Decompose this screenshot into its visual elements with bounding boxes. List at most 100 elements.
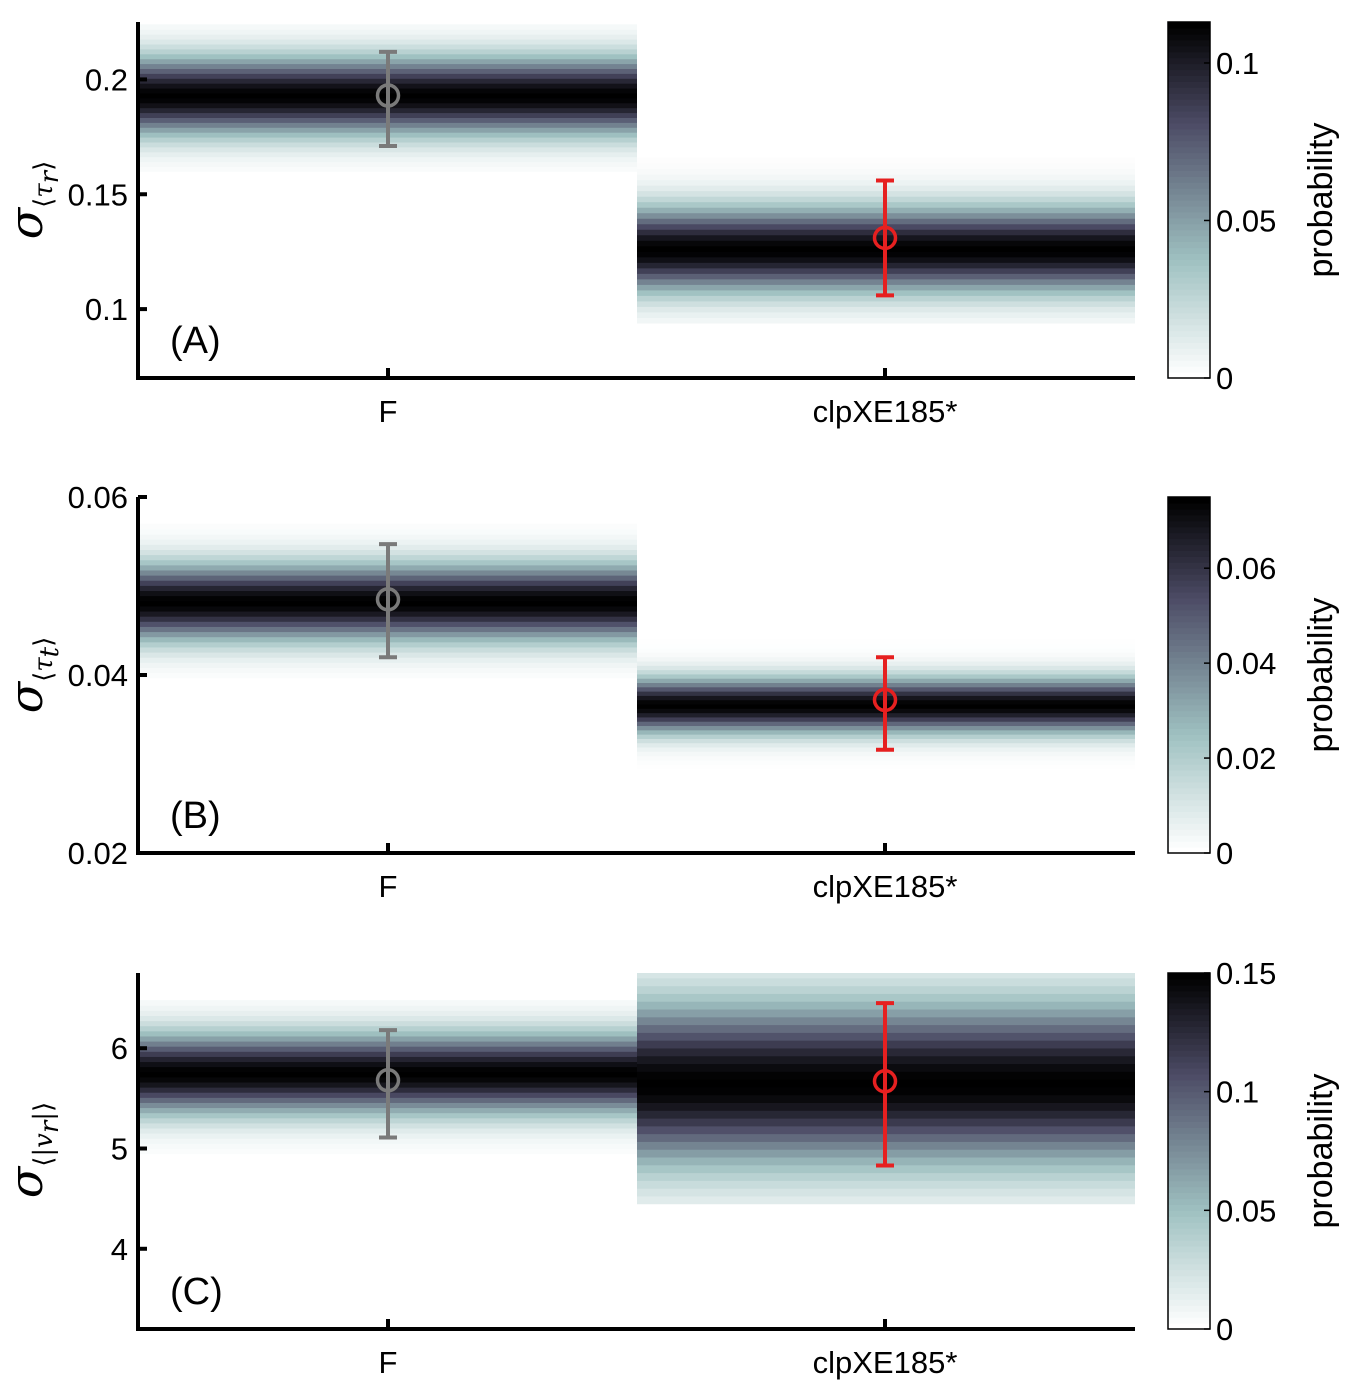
colorbar-tick-label: 0.05 <box>1216 203 1276 238</box>
colorbar-frame <box>1167 972 1211 1330</box>
colorbar-segment <box>1168 657 1210 664</box>
heatmap-band <box>138 533 637 540</box>
colorbar-segment <box>1168 1002 1210 1010</box>
colorbar-tick-label: 0 <box>1216 1312 1233 1347</box>
heatmap-band <box>138 667 637 674</box>
colorbar-segment <box>1168 354 1210 361</box>
heatmap-band <box>138 1015 637 1022</box>
heatmap-band <box>637 648 1135 653</box>
y-axis-label-index: t <box>35 646 65 657</box>
colorbar-segment <box>1168 1162 1210 1170</box>
heatmap-band <box>637 1188 1135 1197</box>
colorbar: 0 0.05 0.1 0.15 probability <box>1167 956 1340 1347</box>
colorbar-segment <box>1168 51 1210 59</box>
errorbar-1 <box>872 178 898 298</box>
colorbar-segment <box>1168 33 1210 41</box>
colorbar-segment <box>1168 675 1210 682</box>
colorbar-segment <box>1168 330 1210 338</box>
colorbar-segment <box>1168 1263 1210 1271</box>
colorbar-segment <box>1168 366 1210 373</box>
y-axis-label-var: v <box>29 1133 59 1148</box>
heatmap-band <box>138 1000 637 1006</box>
y-axis-label-open: ⟨ <box>29 198 59 208</box>
heatmap-band <box>138 29 637 35</box>
y-tick-label: 4 <box>111 1232 128 1267</box>
colorbar-segment <box>1168 538 1210 546</box>
colorbar-segment <box>1168 597 1210 605</box>
colorbar-segment <box>1168 591 1210 599</box>
colorbar-segment <box>1168 229 1210 237</box>
colorbar-segment <box>1168 87 1210 94</box>
colorbar-segment <box>1168 544 1210 551</box>
colorbar-tick-label: 0 <box>1216 361 1233 396</box>
colorbar-segment <box>1168 134 1210 142</box>
colorbar-segment <box>1168 1121 1210 1128</box>
y-axis-label-open: ⟨| <box>29 1148 59 1167</box>
colorbar-segment <box>1168 211 1210 219</box>
colorbar-frame <box>1167 21 1211 379</box>
colorbar-segment <box>1168 990 1210 998</box>
heatmap-band <box>138 1010 637 1017</box>
colorbar-tick-label: 0.15 <box>1216 956 1276 991</box>
colorbar-segment <box>1168 1079 1210 1087</box>
heatmap-band <box>637 1195 1135 1205</box>
colorbar-segment <box>1168 140 1210 148</box>
heatmap-band <box>637 764 1135 770</box>
heatmap-band <box>138 672 637 679</box>
mean-marker <box>375 1068 401 1093</box>
colorbar-segment <box>1168 609 1210 617</box>
colorbar-tick-label: 0 <box>1216 836 1233 871</box>
y-tick-label: 0.06 <box>68 480 128 515</box>
panel-b: 0.020.040.06F clpXE185*(B)σ⟨τt⟩00.020.040… <box>0 480 1340 904</box>
errorbar-0 <box>375 542 401 660</box>
colorbar-segment <box>1168 1210 1210 1217</box>
panel-c: 4 5 6 F clpXE185* (C) σ⟨|vr|⟩ 0 0.05 0.1 0.15 proba… <box>0 956 1340 1380</box>
heatmap-band <box>138 1138 637 1144</box>
colorbar-segment <box>1168 722 1210 729</box>
colorbar-tick-label: 0.06 <box>1216 551 1276 586</box>
colorbar-segment <box>1168 1317 1210 1324</box>
colorbar-segment <box>1168 1168 1210 1176</box>
heatmap-band <box>138 43 637 50</box>
colorbar-segment <box>1168 277 1210 284</box>
colorbar-segment <box>1168 324 1210 332</box>
colorbar-segment <box>1168 580 1210 587</box>
heatmap-band <box>637 977 1135 987</box>
y-axis-label: σ⟨|vr|⟩ <box>0 1102 65 1198</box>
colorbar-segment <box>1168 306 1210 314</box>
colorbar-segment <box>1168 182 1210 189</box>
colorbar-segment <box>1168 740 1210 747</box>
heatmap-band <box>637 1180 1135 1189</box>
y-tick-label: 5 <box>111 1131 128 1166</box>
colorbar-segment <box>1168 746 1210 753</box>
heatmap-band <box>637 639 1135 645</box>
colorbar-segment <box>1168 556 1210 563</box>
colorbar-segment <box>1168 1234 1210 1241</box>
x-tick-label: clpXE185* <box>813 1345 958 1380</box>
colorbar-segment <box>1168 823 1210 830</box>
colorbar-title: probability <box>1302 598 1340 753</box>
colorbar-segment <box>1168 312 1210 320</box>
heatmap-band <box>637 993 1135 1002</box>
colorbar-segment <box>1168 57 1210 65</box>
colorbar-segment <box>1168 978 1210 986</box>
colorbar-segment <box>1168 360 1210 367</box>
colorbar-segment <box>1168 1251 1210 1259</box>
colorbar-segment <box>1168 829 1210 836</box>
colorbar-segment <box>1168 1008 1210 1016</box>
x-tick-label: F <box>379 869 398 904</box>
colorbar-segment <box>1168 775 1210 783</box>
colorbar-segment <box>1168 502 1210 510</box>
y-axis-label-close: ⟩ <box>29 637 59 647</box>
colorbar-segment <box>1168 1085 1210 1093</box>
colorbar-segment <box>1168 698 1210 706</box>
y-tick-label: 0.02 <box>68 836 128 871</box>
colorbar-segment <box>1168 300 1210 308</box>
colorbar-segment <box>1168 205 1210 213</box>
colorbar-segment <box>1168 22 1210 29</box>
heatmap-band <box>138 24 637 30</box>
colorbar-segment <box>1168 562 1210 569</box>
colorbar-segment <box>1168 1186 1210 1194</box>
colorbar-segment <box>1168 550 1210 557</box>
heatmap-band <box>138 657 637 663</box>
